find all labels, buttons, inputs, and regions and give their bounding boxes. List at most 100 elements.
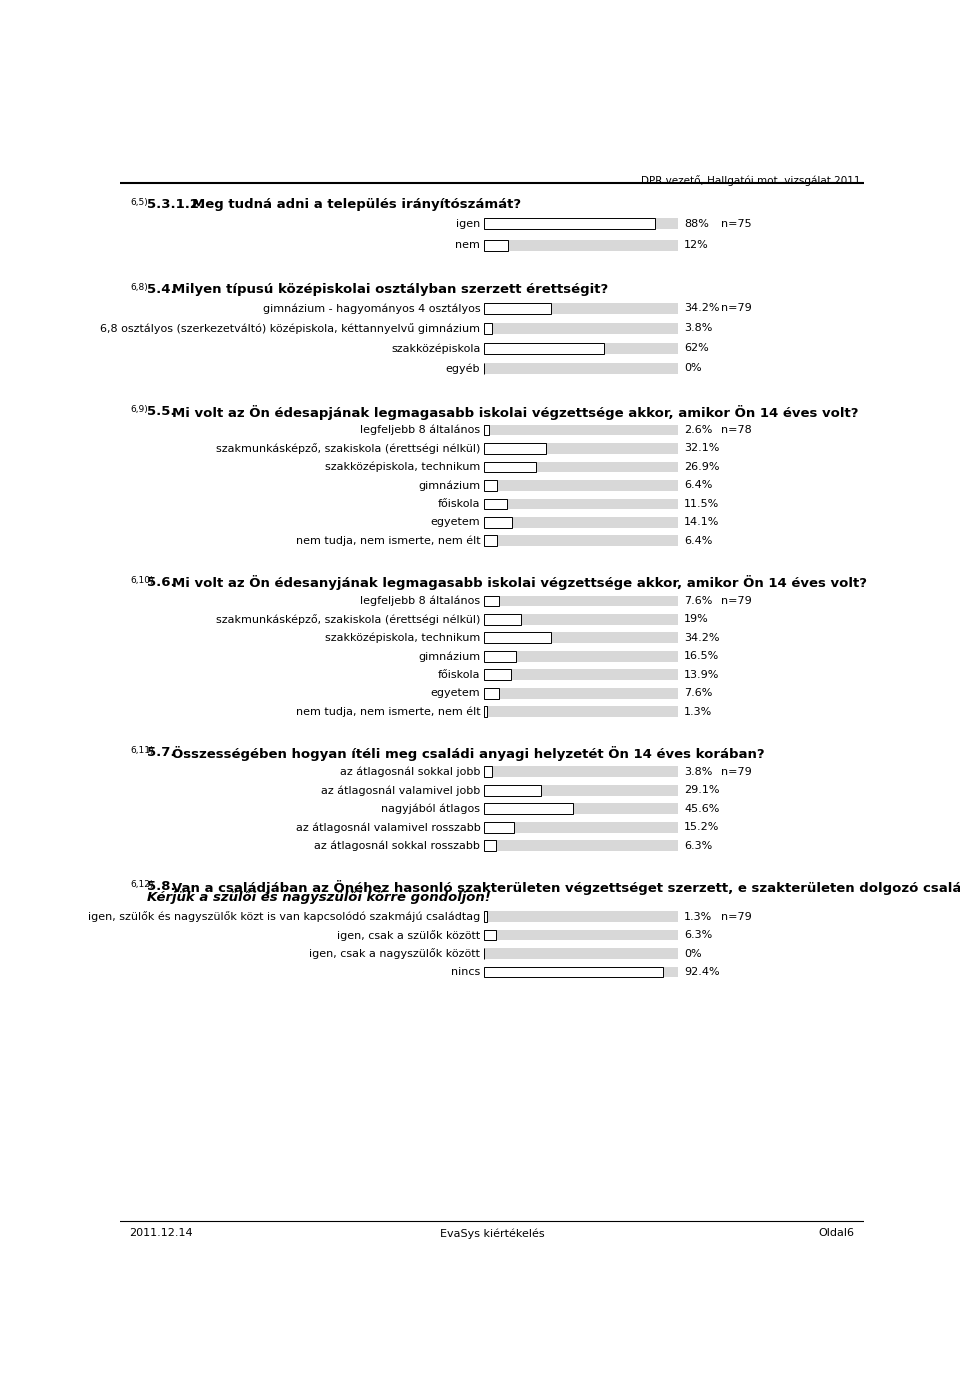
Text: Milyen típusú középiskolai osztályban szerzett érettségit?: Milyen típusú középiskolai osztályban sz… <box>172 283 609 296</box>
Text: nagyjából átlagos: nagyjából átlagos <box>381 804 480 815</box>
Bar <box>484 688 499 699</box>
Text: 3.8%: 3.8% <box>684 324 712 333</box>
Text: 11.5%: 11.5% <box>684 499 719 509</box>
Text: 19%: 19% <box>684 614 708 625</box>
Text: 92.4%: 92.4% <box>684 967 720 976</box>
Bar <box>484 444 678 453</box>
Text: Mi volt az Ön édesapjának legmagasabb iskolai végzettsége akkor, amikor Ön 14 év: Mi volt az Ön édesapjának legmagasabb is… <box>172 405 858 420</box>
Bar <box>484 822 514 833</box>
Text: 5.6.: 5.6. <box>147 576 176 589</box>
Bar <box>484 518 678 527</box>
Text: 6,10): 6,10) <box>131 576 155 585</box>
Text: n=79: n=79 <box>721 767 752 777</box>
Text: gimnázium: gimnázium <box>419 651 480 661</box>
Bar <box>484 766 678 777</box>
Bar <box>484 766 492 777</box>
Text: nincs: nincs <box>451 967 480 976</box>
Text: legfeljebb 8 általános: legfeljebb 8 általános <box>360 424 480 435</box>
Bar <box>484 632 550 643</box>
Text: 15.2%: 15.2% <box>684 822 720 833</box>
Text: 5.8.: 5.8. <box>147 880 176 893</box>
Text: 12%: 12% <box>684 240 708 250</box>
Text: Összességében hogyan ítéli meg családi anyagi helyzetét Ön 14 éves korában?: Összességében hogyan ítéli meg családi a… <box>172 746 764 762</box>
Bar <box>484 322 492 333</box>
Bar <box>484 967 678 978</box>
Text: 29.1%: 29.1% <box>684 785 720 795</box>
Text: 6,8): 6,8) <box>131 283 149 292</box>
Text: 6,9): 6,9) <box>131 405 149 413</box>
Text: legfeljebb 8 általános: legfeljebb 8 általános <box>360 596 480 607</box>
Bar <box>484 632 678 643</box>
Bar <box>484 596 678 607</box>
Text: 34.2%: 34.2% <box>684 633 720 643</box>
Bar <box>484 949 678 958</box>
Text: 13.9%: 13.9% <box>684 670 720 679</box>
Text: n=78: n=78 <box>721 425 752 435</box>
Text: főiskola: főiskola <box>438 499 480 509</box>
Bar <box>484 911 487 922</box>
Text: EvaSys kiértékelés: EvaSys kiértékelés <box>440 1229 544 1239</box>
Text: igen, szülők és nagyszülők közt is van kapcsolódó szakmájú családtag: igen, szülők és nagyszülők közt is van k… <box>88 911 480 922</box>
Text: 7.6%: 7.6% <box>684 688 712 699</box>
Text: 14.1%: 14.1% <box>684 518 720 527</box>
Bar <box>484 929 678 940</box>
Text: n=79: n=79 <box>721 596 752 605</box>
Text: 0%: 0% <box>684 363 702 374</box>
Text: az átlagosnál valamivel rosszabb: az átlagosnál valamivel rosszabb <box>296 822 480 833</box>
Text: 5.7.: 5.7. <box>147 746 176 759</box>
Bar <box>484 651 516 661</box>
Text: főiskola: főiskola <box>438 670 480 679</box>
Text: n=75: n=75 <box>721 219 752 229</box>
Bar <box>484 670 678 681</box>
Bar <box>484 614 521 625</box>
Bar <box>484 840 496 851</box>
Bar <box>484 498 507 509</box>
Text: 6.3%: 6.3% <box>684 930 712 940</box>
Text: 0%: 0% <box>684 949 702 958</box>
Text: szakközépiskola, technikum: szakközépiskola, technikum <box>325 462 480 472</box>
Text: n=79: n=79 <box>721 911 752 922</box>
Text: n=79: n=79 <box>721 303 752 314</box>
Bar <box>484 785 540 795</box>
Bar <box>484 911 678 922</box>
Text: 2.6%: 2.6% <box>684 425 712 435</box>
Bar <box>484 480 496 491</box>
Text: az átlagosnál valamivel jobb: az átlagosnál valamivel jobb <box>322 785 480 795</box>
Bar <box>484 706 487 717</box>
Text: gimnázium: gimnázium <box>419 480 480 491</box>
Bar <box>484 424 490 435</box>
Text: 2011.12.14: 2011.12.14 <box>130 1229 193 1239</box>
Bar <box>484 343 605 354</box>
Bar <box>484 303 678 314</box>
Bar <box>484 240 678 251</box>
Text: 6,8 osztályos (szerkezetváltó) középiskola, kéttannyelvű gimnázium: 6,8 osztályos (szerkezetváltó) középisko… <box>101 322 480 333</box>
Text: 45.6%: 45.6% <box>684 804 720 813</box>
Text: 88%: 88% <box>684 219 709 229</box>
Bar <box>484 536 678 547</box>
Bar <box>484 462 537 473</box>
Bar <box>484 444 546 453</box>
Text: szakközépiskola, technikum: szakközépiskola, technikum <box>325 632 480 643</box>
Text: 6,5): 6,5) <box>131 198 149 208</box>
Text: 26.9%: 26.9% <box>684 462 720 472</box>
Text: 5.4.: 5.4. <box>147 283 176 296</box>
Bar <box>484 967 663 978</box>
Bar <box>484 596 499 607</box>
Text: igen, csak a nagyszülők között: igen, csak a nagyszülők között <box>309 949 480 958</box>
Text: egyetem: egyetem <box>431 518 480 527</box>
Bar <box>484 303 550 314</box>
Bar <box>484 536 496 547</box>
Text: 32.1%: 32.1% <box>684 444 720 453</box>
Text: 6.4%: 6.4% <box>684 536 712 545</box>
Bar <box>484 462 678 473</box>
Text: 6,12): 6,12) <box>131 880 155 890</box>
Text: nem: nem <box>455 240 480 250</box>
Bar <box>484 424 678 435</box>
Text: 1.3%: 1.3% <box>684 911 712 922</box>
Text: az átlagosnál sokkal jobb: az átlagosnál sokkal jobb <box>340 767 480 777</box>
Text: egyéb: egyéb <box>445 363 480 374</box>
Bar <box>484 804 678 815</box>
Text: 6,11): 6,11) <box>131 746 155 756</box>
Bar <box>484 785 678 795</box>
Bar <box>484 480 678 491</box>
